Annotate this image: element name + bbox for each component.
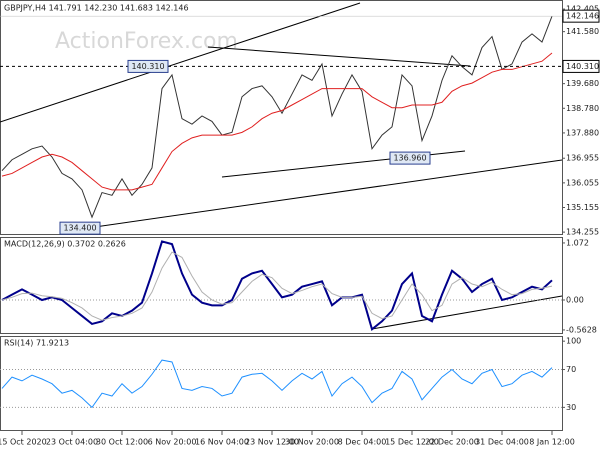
y-tick-label: 100 <box>566 337 581 346</box>
y-tick-label: 138.780 <box>566 104 599 113</box>
last-price-tag <box>562 9 600 23</box>
trend-line <box>371 295 563 330</box>
series-line <box>1 251 553 321</box>
trend-line <box>0 2 361 123</box>
x-tick-label: 8 Jan 12:00 <box>529 438 575 447</box>
y-tick-label: 1.072 <box>566 238 589 247</box>
macd-panel <box>0 237 563 334</box>
price-label-box <box>59 221 101 235</box>
price-panel <box>0 0 563 235</box>
price-label: 134.400 <box>63 224 96 233</box>
y-tick-label: 142.405 <box>566 5 599 14</box>
x-tick-label: 15 Dec 12:00 <box>385 438 439 447</box>
price-title: GBPJPY,H4 141.791 142.230 141.683 142.14… <box>4 4 189 13</box>
y-tick-label: 141.580 <box>566 27 599 36</box>
y-tick-label: 136.955 <box>566 154 599 163</box>
price-label-box <box>389 151 431 165</box>
y-tick-label: 0.00 <box>566 295 584 304</box>
x-tick-label: 15 Oct 2020 <box>0 438 47 447</box>
series-line <box>1 52 553 191</box>
y-tick-label: 135.155 <box>566 203 599 212</box>
trend-line <box>59 159 563 233</box>
x-tick-label: 30 Oct 12:00 <box>96 438 148 447</box>
last-price-label: 142.146 <box>566 12 599 21</box>
level-tag-label: 140.310 <box>566 62 599 71</box>
price-label: 140.310 <box>131 62 164 71</box>
series-line <box>1 359 553 409</box>
y-tick-label: 70 <box>566 365 576 374</box>
series-line <box>1 15 553 219</box>
y-tick-label: 137.880 <box>566 128 599 137</box>
level-tag <box>562 59 600 73</box>
x-tick-label: 6 Nov 20:00 <box>148 438 197 447</box>
y-tick-label: 139.680 <box>566 79 599 88</box>
trend-line <box>207 46 471 67</box>
y-tick-label: -0.5628 <box>566 325 597 334</box>
y-tick-label: 30 <box>566 403 576 412</box>
series-line <box>1 240 553 331</box>
x-tick-label: 23 Nov 12:00 <box>245 438 299 447</box>
price-label-box <box>127 59 169 73</box>
y-tick-label: 136.055 <box>566 178 599 187</box>
price-label: 136.960 <box>393 154 426 163</box>
x-tick-label: 16 Nov 04:00 <box>195 438 249 447</box>
rsi-title: RSI(14) 71.9213 <box>4 339 69 348</box>
rsi-panel <box>0 336 563 431</box>
x-tick-label: 23 Oct 04:00 <box>46 438 98 447</box>
x-tick-label: 8 Dec 04:00 <box>338 438 387 447</box>
x-tick-label: 31 Dec 04:00 <box>475 438 529 447</box>
x-tick-label: 30 Nov 20:00 <box>285 438 339 447</box>
watermark: ActionForex.com <box>55 29 238 54</box>
macd-title: MACD(12,26,9) 0.3702 0.2626 <box>4 240 126 249</box>
x-tick-label: 22 Dec 20:00 <box>425 438 479 447</box>
y-tick-label: 134.255 <box>566 228 599 237</box>
